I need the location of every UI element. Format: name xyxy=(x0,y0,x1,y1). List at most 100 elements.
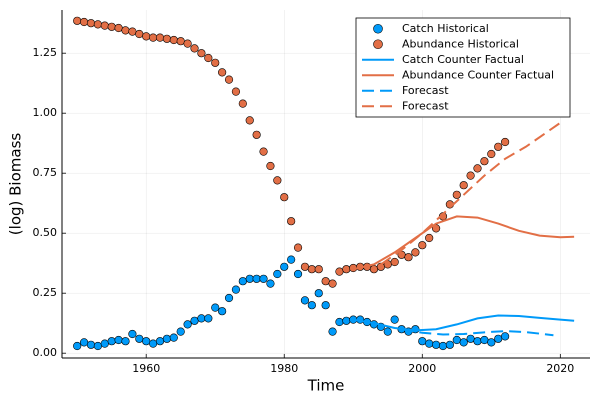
data-point xyxy=(480,335,489,345)
data-point xyxy=(155,33,165,42)
data-point xyxy=(321,301,330,310)
data-point xyxy=(79,338,89,347)
legend-label: Catch Counter Factual xyxy=(402,53,524,66)
data-point xyxy=(314,265,323,274)
data-point xyxy=(149,339,158,348)
data-point xyxy=(487,149,496,159)
data-point xyxy=(231,87,241,96)
data-point xyxy=(259,274,268,283)
data-point xyxy=(238,277,247,286)
data-point xyxy=(204,314,213,323)
data-point xyxy=(100,339,109,348)
data-point xyxy=(487,338,496,347)
data-point xyxy=(293,243,303,252)
data-point xyxy=(273,176,282,185)
data-point xyxy=(452,190,461,199)
data-point xyxy=(183,320,192,329)
data-point xyxy=(404,253,413,262)
x-tick-label: 2000 xyxy=(408,362,436,375)
data-point xyxy=(459,338,468,347)
data-point xyxy=(183,39,192,48)
data-point xyxy=(211,58,220,67)
data-point xyxy=(86,19,96,28)
data-point xyxy=(224,75,234,84)
data-point xyxy=(218,307,227,316)
data-point xyxy=(190,44,199,53)
data-line xyxy=(353,314,575,332)
data-point xyxy=(431,340,441,349)
data-point xyxy=(128,27,137,36)
data-point xyxy=(369,265,379,274)
data-point xyxy=(307,301,316,310)
data-point xyxy=(501,332,510,341)
data-point xyxy=(328,327,337,336)
data-point xyxy=(314,289,323,298)
data-point xyxy=(473,337,482,346)
data-point xyxy=(149,33,158,42)
data-point xyxy=(459,181,468,190)
data-point xyxy=(342,316,351,325)
data-point xyxy=(245,274,254,283)
y-tick-label: 0.00 xyxy=(33,346,58,359)
data-point xyxy=(280,193,289,202)
data-point xyxy=(473,164,482,173)
data-point xyxy=(107,337,116,346)
data-point xyxy=(411,248,420,257)
data-point xyxy=(425,339,434,348)
data-point xyxy=(114,335,123,345)
data-point xyxy=(445,340,454,349)
data-point xyxy=(197,314,206,323)
data-point xyxy=(107,22,116,31)
data-point xyxy=(466,171,475,180)
data-point xyxy=(231,285,241,294)
data-point xyxy=(176,327,185,336)
data-point xyxy=(197,49,206,58)
data-point xyxy=(114,23,123,33)
data-point xyxy=(273,269,282,279)
data-point xyxy=(480,157,489,166)
data-point xyxy=(142,337,151,346)
x-tick-label: 1960 xyxy=(132,362,160,375)
data-point xyxy=(328,279,337,288)
data-point xyxy=(390,257,399,267)
data-point xyxy=(383,327,392,336)
data-point xyxy=(73,341,82,351)
data-point xyxy=(93,20,102,29)
data-point xyxy=(169,333,178,342)
y-axis-label: (log) Biomass xyxy=(7,133,25,236)
data-point xyxy=(335,267,344,276)
data-point xyxy=(494,334,503,343)
data-point xyxy=(466,334,475,343)
data-point xyxy=(135,334,144,343)
data-point xyxy=(452,335,461,345)
legend-label: Catch Historical xyxy=(402,22,489,35)
data-point xyxy=(266,279,275,288)
data-point xyxy=(300,296,310,305)
data-point xyxy=(335,317,344,327)
data-point xyxy=(438,341,448,351)
data-point xyxy=(300,262,310,271)
data-point xyxy=(93,341,102,351)
data-point xyxy=(287,217,296,226)
legend-label: Forecast xyxy=(402,84,449,97)
data-point xyxy=(280,262,289,271)
legend-label: Abundance Counter Factual xyxy=(402,68,554,81)
data-point xyxy=(79,17,89,27)
data-point xyxy=(259,147,268,156)
data-point xyxy=(100,21,109,30)
data-point xyxy=(425,233,434,243)
data-point xyxy=(390,315,399,324)
y-tick-label: 0.75 xyxy=(33,166,58,179)
data-point xyxy=(307,265,316,274)
y-tick-label: 0.50 xyxy=(33,226,58,239)
legend-label: Forecast xyxy=(402,99,449,112)
data-point xyxy=(190,316,199,325)
x-tick-label: 2020 xyxy=(546,362,574,375)
data-point xyxy=(204,53,213,63)
data-point xyxy=(252,274,261,283)
data-point xyxy=(162,334,172,343)
data-point xyxy=(169,35,178,45)
y-tick-label: 0.25 xyxy=(33,286,58,299)
data-point xyxy=(252,130,261,139)
